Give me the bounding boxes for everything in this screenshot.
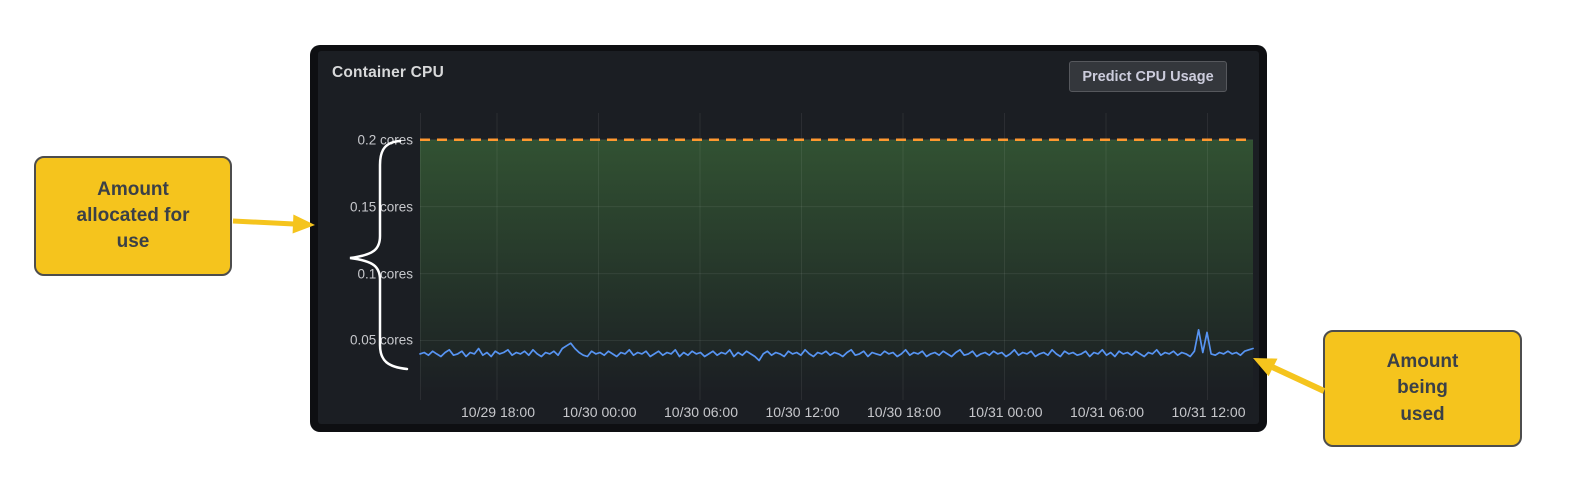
x-tick-label: 10/30 00:00 <box>562 404 637 420</box>
x-tick-label: 10/31 00:00 <box>968 404 1043 420</box>
x-tick-label: 10/29 18:00 <box>461 404 535 420</box>
allocated-arrow <box>232 214 315 234</box>
used-amount-callout: Amount being used <box>1323 330 1522 447</box>
x-tick-label: 10/30 06:00 <box>664 404 738 420</box>
x-tick-label: 10/31 12:00 <box>1171 404 1246 420</box>
callout-text-line: being <box>1397 377 1448 399</box>
callout-text-line: Amount <box>97 178 169 200</box>
x-tick-label: 10/30 18:00 <box>867 404 941 420</box>
cpu-usage-chart[interactable] <box>419 113 1254 400</box>
y-axis-labels: 0.2 cores 0.15 cores 0.1 cores 0.05 cores <box>330 113 415 394</box>
predict-cpu-usage-button[interactable]: Predict CPU Usage <box>1069 61 1227 92</box>
callout-text-line: use <box>116 231 150 253</box>
callout-text-line: used <box>1400 403 1445 425</box>
y-tick-label: 0.2 cores <box>357 132 413 148</box>
x-axis-labels: 10/29 18:00 10/30 00:00 10/30 06:00 10/30 1… <box>421 401 1251 423</box>
y-tick-label: 0.1 cores <box>357 266 413 282</box>
allocated-amount-callout: Amount allocated for use <box>34 156 232 276</box>
x-tick-label: 10/31 06:00 <box>1070 404 1144 420</box>
x-tick-label: 10/30 12:00 <box>765 404 840 420</box>
callout-text-line: allocated for <box>76 204 190 226</box>
callout-text-line: Amount <box>1386 351 1459 373</box>
panel-title: Container CPU <box>332 64 444 81</box>
y-tick-label: 0.05 cores <box>349 332 413 348</box>
y-tick-label: 0.15 cores <box>349 199 413 215</box>
